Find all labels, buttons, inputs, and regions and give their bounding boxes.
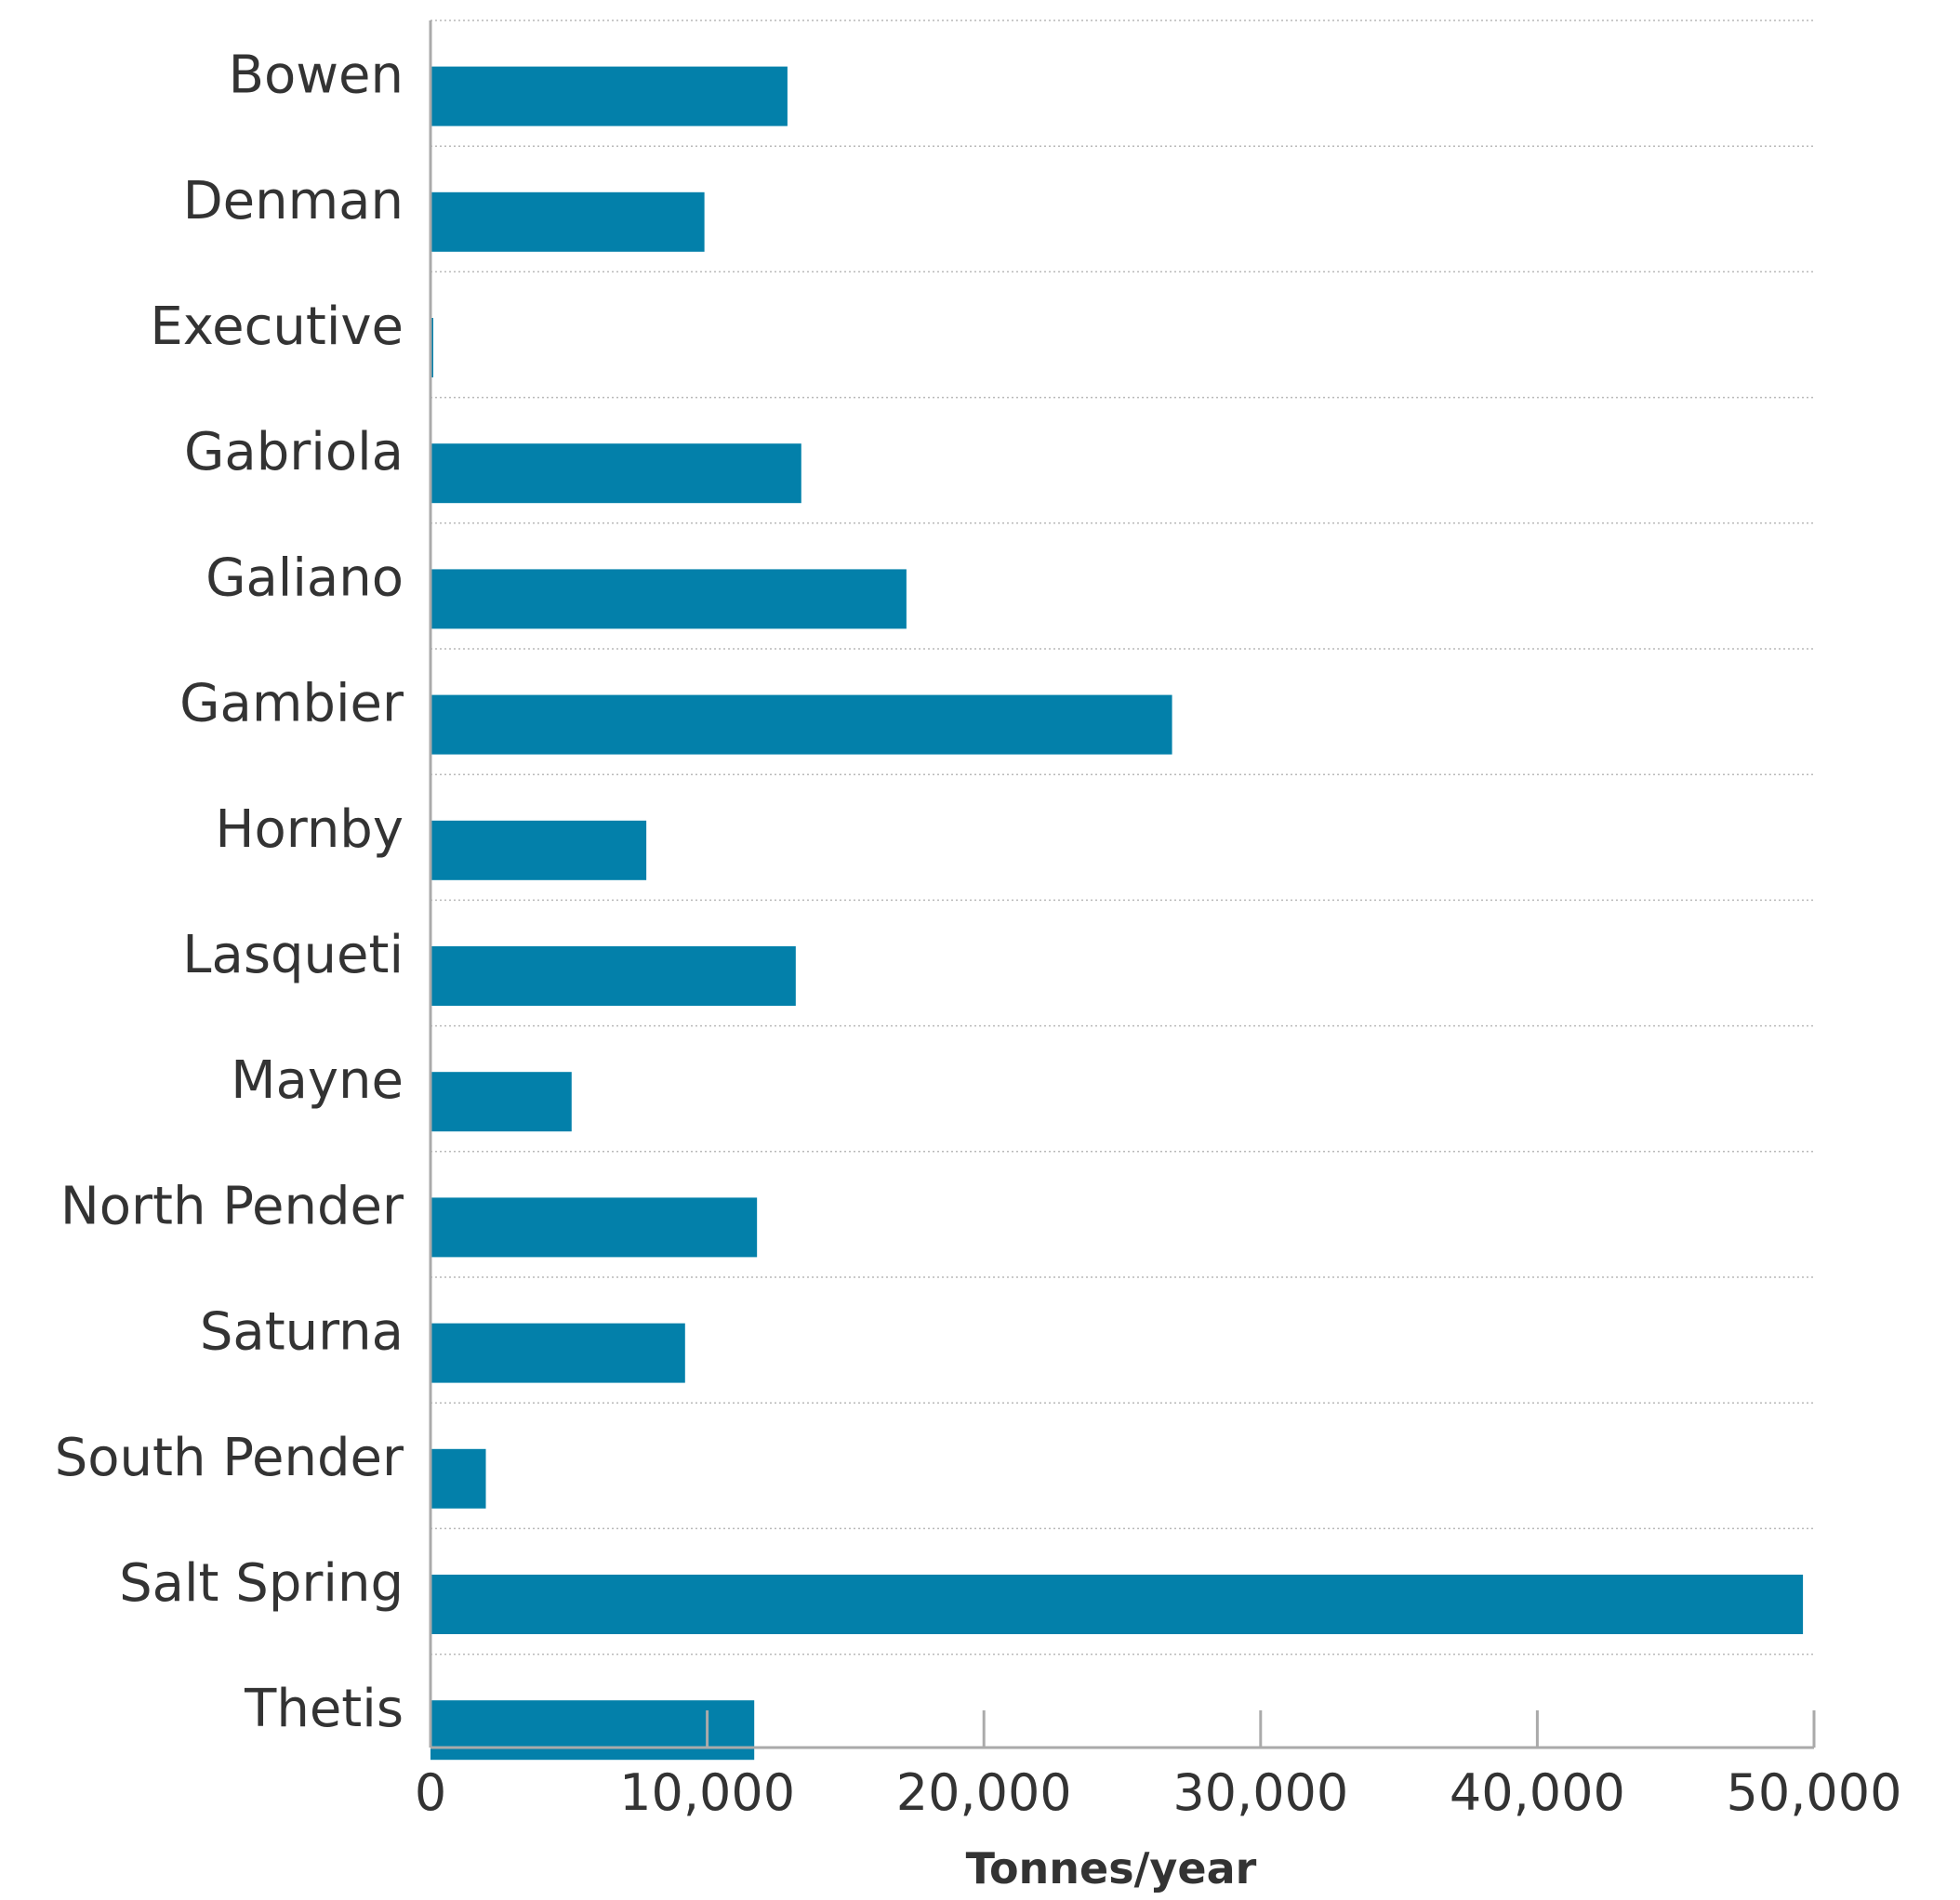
category-label: Mayne (231, 1050, 404, 1111)
category-label: Galiano (205, 548, 404, 608)
x-tick-label: 40,000 (1450, 1763, 1625, 1822)
bar-mayne (430, 1072, 572, 1132)
x-tick-label: 30,000 (1172, 1763, 1348, 1822)
bar-thetis (430, 1700, 755, 1761)
x-tick-label: 50,000 (1727, 1763, 1902, 1822)
x-tick-label: 10,000 (619, 1763, 795, 1822)
bar-gabriola (430, 443, 801, 504)
category-label: Gabriola (184, 422, 404, 482)
category-label: Lasqueti (182, 925, 404, 985)
category-label: Executive (150, 297, 404, 357)
bar-bowen (430, 66, 788, 126)
bar-denman (430, 191, 705, 252)
bar-layer (430, 66, 1804, 1761)
x-axis: 0 10,000 20,000 30,000 40,000 50,000 (415, 20, 1902, 1822)
category-label: Bowen (229, 46, 404, 106)
category-label: North Pender (60, 1176, 404, 1236)
category-label: South Pender (55, 1428, 404, 1488)
bar-south-pender (430, 1448, 486, 1509)
category-label: Denman (183, 171, 404, 231)
category-label: Gambier (179, 674, 404, 734)
bar-galiano (430, 569, 907, 629)
bar-lasqueti (430, 946, 796, 1006)
bar-hornby (430, 820, 647, 880)
bar-gambier (430, 694, 1172, 755)
x-tick-label: 0 (415, 1763, 446, 1822)
x-tick-label: 20,000 (896, 1763, 1072, 1822)
category-label: Hornby (215, 799, 404, 860)
category-label: Salt Spring (119, 1553, 404, 1614)
category-label: Thetis (244, 1679, 404, 1739)
bar-salt-spring (430, 1575, 1804, 1634)
category-labels: Bowen Denman Executive Gabriola Galiano Gambi… (55, 46, 404, 1740)
grid-layer (430, 20, 1814, 1656)
bar-north-pender (430, 1197, 758, 1258)
bar-saturna (430, 1323, 685, 1383)
category-label: Saturna (200, 1302, 404, 1363)
x-axis-title: Tonnes/year (966, 1843, 1257, 1893)
